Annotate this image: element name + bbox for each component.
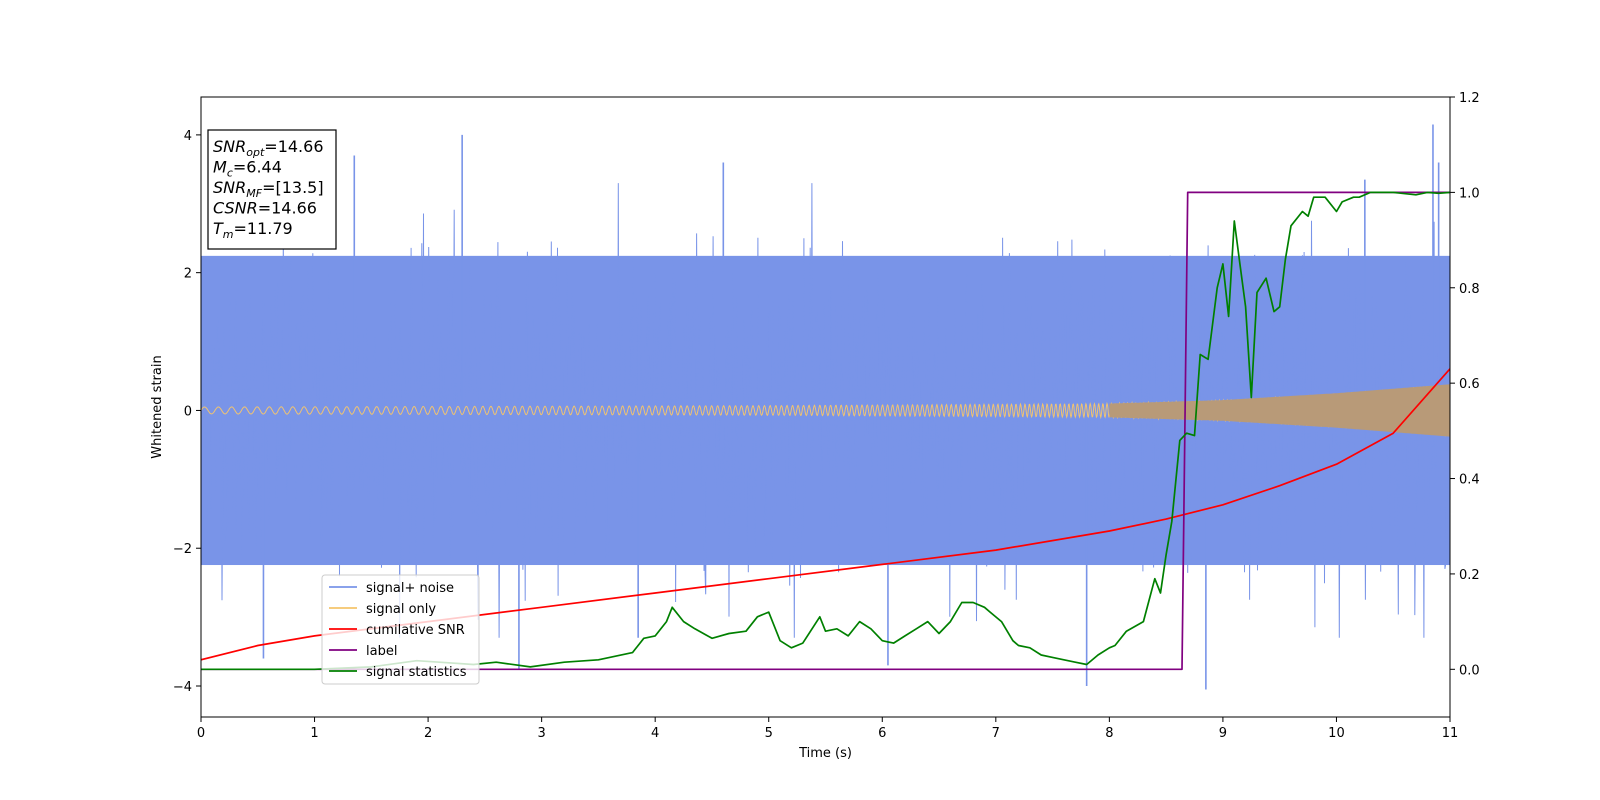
y-tick-label: 2 (184, 267, 192, 282)
legend: signal+ noise signal only cumilative SNR la… (321, 574, 480, 685)
info-box: SNRopt=14.66Mc=6.44SNRMF=[13.5]CSNR=14.6… (207, 129, 337, 250)
x-tick-label: 6 (878, 726, 886, 741)
x-tick-label: 1 (310, 726, 318, 741)
x-tick-label: 10 (1328, 726, 1345, 741)
info-line: SNRMF=[13.5] (213, 178, 324, 200)
y-tick-label: −4 (173, 680, 192, 695)
info-line: Tm=11.79 (213, 219, 293, 241)
x-tick-label: 7 (992, 726, 1000, 741)
y-tick-label: 0 (184, 404, 192, 419)
legend-label: signal only (366, 602, 436, 617)
info-line: Mc=6.44 (213, 158, 282, 180)
legend-item: signal statistics (329, 665, 467, 680)
legend-item: cumilative SNR (329, 623, 465, 638)
x-tick-label: 0 (197, 726, 205, 741)
plot-area (201, 124, 1450, 690)
y2-tick-label: 0.8 (1459, 282, 1480, 297)
y-tick-label: 4 (184, 129, 192, 144)
series-signal-statistics (201, 191, 1450, 671)
x-tick-label: 4 (651, 726, 659, 741)
y2-tick-label: 0.2 (1459, 568, 1480, 583)
legend-item: signal+ noise (329, 581, 454, 596)
legend-label: signal statistics (366, 665, 467, 680)
x-tick-label: 8 (1105, 726, 1113, 741)
legend-label: signal+ noise (366, 581, 454, 596)
legend-label: label (366, 644, 397, 659)
noise-trace (201, 183, 1450, 638)
y-tick-label: −2 (173, 542, 192, 557)
info-line: SNRopt=14.66 (213, 137, 324, 159)
y2-tick-label: 1.2 (1459, 91, 1480, 106)
series-label (201, 191, 1450, 671)
x-axis-label: Time (s) (798, 746, 852, 761)
series-signal-only (201, 384, 1450, 437)
y-axis-label: Whitened strain (150, 355, 165, 458)
y2-tick-label: 1.0 (1459, 186, 1480, 201)
line-path (201, 191, 1450, 671)
legend-label: cumilative SNR (366, 623, 465, 638)
legend-item: label (329, 644, 397, 659)
x-tick-label: 9 (1219, 726, 1227, 741)
signal-only-envelope (1109, 384, 1450, 437)
x-tick-label: 2 (424, 726, 432, 741)
y2-tick-label: 0.4 (1459, 473, 1480, 488)
legend-frame (321, 574, 480, 685)
y2-tick-label: 0.0 (1459, 663, 1480, 678)
line-path (201, 191, 1450, 671)
plot-frame (200, 96, 1451, 718)
x-tick-label: 3 (537, 726, 545, 741)
axes: 0 1 2 3 4 5 6 7 8 9 10 11 −4 −2 0 2 4 0.0 0.2 0.4 0.6 0.8 1.0 1… (173, 91, 1480, 741)
y2-tick-label: 0.6 (1459, 377, 1480, 392)
info-line: CSNR=14.66 (213, 199, 317, 218)
legend-item: signal only (329, 602, 436, 617)
x-tick-label: 11 (1442, 726, 1459, 741)
x-tick-label: 5 (765, 726, 773, 741)
info-box-frame (207, 129, 337, 250)
